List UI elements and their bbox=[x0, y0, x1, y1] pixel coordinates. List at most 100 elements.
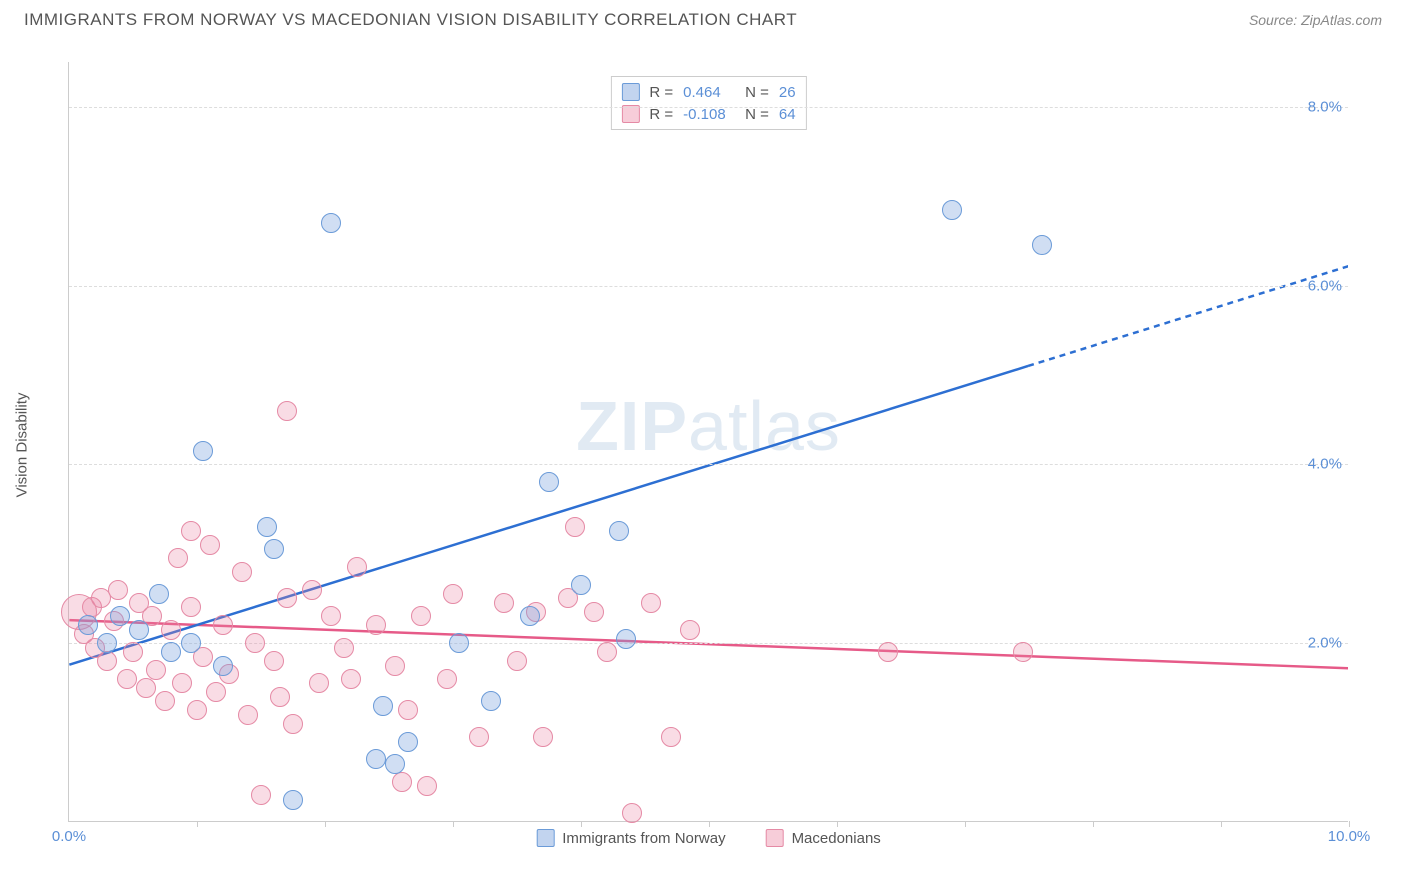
legend-swatch bbox=[766, 829, 784, 847]
data-point bbox=[661, 727, 681, 747]
data-point bbox=[257, 517, 277, 537]
x-tick-label: 0.0% bbox=[52, 828, 86, 845]
data-point bbox=[161, 642, 181, 662]
data-point bbox=[584, 602, 604, 622]
data-point bbox=[373, 696, 393, 716]
data-point bbox=[680, 620, 700, 640]
data-point bbox=[398, 732, 418, 752]
data-point bbox=[341, 669, 361, 689]
x-tick-mark bbox=[197, 821, 198, 827]
data-point bbox=[283, 714, 303, 734]
legend-n-label: N = bbox=[745, 106, 769, 123]
data-point bbox=[78, 615, 98, 635]
x-tick-mark bbox=[325, 821, 326, 827]
data-point bbox=[213, 615, 233, 635]
x-tick-mark bbox=[1349, 821, 1350, 827]
data-point bbox=[213, 656, 233, 676]
legend-n-value: 64 bbox=[779, 106, 796, 123]
legend-n-value: 26 bbox=[779, 84, 796, 101]
data-point bbox=[539, 472, 559, 492]
legend-series-item: Macedonians bbox=[766, 829, 881, 847]
x-tick-label: 10.0% bbox=[1328, 828, 1371, 845]
x-tick-mark bbox=[1221, 821, 1222, 827]
data-point bbox=[494, 593, 514, 613]
data-point bbox=[878, 642, 898, 662]
data-point bbox=[565, 517, 585, 537]
data-point bbox=[200, 535, 220, 555]
x-tick-mark bbox=[965, 821, 966, 827]
data-point bbox=[616, 629, 636, 649]
data-point bbox=[507, 651, 527, 671]
y-tick-label: 6.0% bbox=[1308, 277, 1342, 294]
legend-r-label: R = bbox=[649, 84, 673, 101]
data-point bbox=[123, 642, 143, 662]
data-point bbox=[136, 678, 156, 698]
legend-r-value: 0.464 bbox=[683, 84, 735, 101]
legend-series-label: Immigrants from Norway bbox=[562, 830, 725, 847]
data-point bbox=[129, 620, 149, 640]
data-point bbox=[622, 803, 642, 823]
data-point bbox=[181, 597, 201, 617]
data-point bbox=[181, 521, 201, 541]
data-point bbox=[172, 673, 192, 693]
data-point bbox=[97, 633, 117, 653]
data-point bbox=[232, 562, 252, 582]
data-point bbox=[108, 580, 128, 600]
data-point bbox=[571, 575, 591, 595]
legend-correlation: R = 0.464 N = 26 R = -0.108 N = 64 bbox=[610, 76, 806, 130]
data-point bbox=[469, 727, 489, 747]
data-point bbox=[264, 651, 284, 671]
data-point bbox=[181, 633, 201, 653]
data-point bbox=[385, 656, 405, 676]
data-point bbox=[277, 401, 297, 421]
data-point bbox=[449, 633, 469, 653]
data-point bbox=[321, 213, 341, 233]
data-point bbox=[168, 548, 188, 568]
data-point bbox=[149, 584, 169, 604]
chart-area: Vision Disability ZIPatlas R = 0.464 N =… bbox=[50, 50, 1380, 840]
legend-series-label: Macedonians bbox=[792, 830, 881, 847]
data-point bbox=[533, 727, 553, 747]
data-point bbox=[309, 673, 329, 693]
data-point bbox=[411, 606, 431, 626]
data-point bbox=[206, 682, 226, 702]
gridline bbox=[69, 464, 1348, 465]
plot-region: ZIPatlas R = 0.464 N = 26 R = -0.108 N =… bbox=[68, 62, 1348, 822]
y-tick-label: 4.0% bbox=[1308, 456, 1342, 473]
legend-n-label: N = bbox=[745, 84, 769, 101]
data-point bbox=[1032, 235, 1052, 255]
data-point bbox=[251, 785, 271, 805]
data-point bbox=[597, 642, 617, 662]
data-point bbox=[417, 776, 437, 796]
chart-header: IMMIGRANTS FROM NORWAY VS MACEDONIAN VIS… bbox=[0, 0, 1406, 36]
legend-r-label: R = bbox=[649, 106, 673, 123]
data-point bbox=[187, 700, 207, 720]
data-point bbox=[245, 633, 265, 653]
data-point bbox=[942, 200, 962, 220]
data-point bbox=[1013, 642, 1033, 662]
data-point bbox=[437, 669, 457, 689]
data-point bbox=[110, 606, 130, 626]
data-point bbox=[609, 521, 629, 541]
y-tick-label: 8.0% bbox=[1308, 98, 1342, 115]
data-point bbox=[193, 441, 213, 461]
legend-swatch bbox=[536, 829, 554, 847]
data-point bbox=[302, 580, 322, 600]
chart-source: Source: ZipAtlas.com bbox=[1249, 12, 1382, 28]
x-tick-mark bbox=[709, 821, 710, 827]
data-point bbox=[366, 615, 386, 635]
data-point bbox=[117, 669, 137, 689]
x-tick-mark bbox=[453, 821, 454, 827]
data-point bbox=[97, 651, 117, 671]
data-point bbox=[283, 790, 303, 810]
legend-series-item: Immigrants from Norway bbox=[536, 829, 725, 847]
legend-swatch bbox=[621, 83, 639, 101]
watermark: ZIPatlas bbox=[576, 386, 841, 466]
legend-r-value: -0.108 bbox=[683, 106, 735, 123]
data-point bbox=[385, 754, 405, 774]
data-point bbox=[321, 606, 341, 626]
data-point bbox=[334, 638, 354, 658]
legend-correlation-row: R = 0.464 N = 26 bbox=[621, 81, 795, 103]
data-point bbox=[155, 691, 175, 711]
data-point bbox=[481, 691, 501, 711]
